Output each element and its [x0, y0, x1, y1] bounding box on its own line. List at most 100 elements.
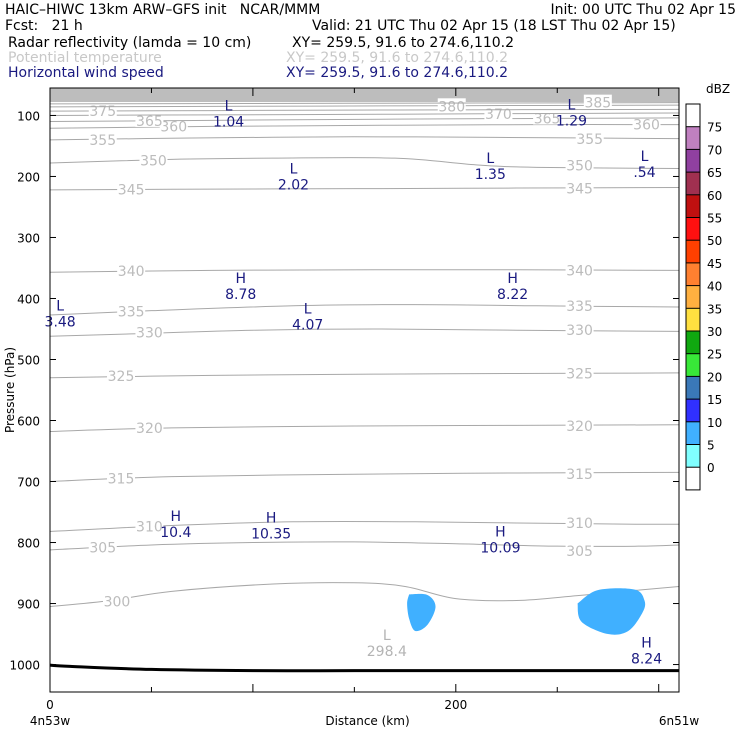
- colorbar-swatch: [686, 104, 700, 127]
- theta-label-bg: [565, 417, 594, 432]
- theta-contour-line: [50, 157, 679, 170]
- y-axis: 100 200 300 400 500 600 700 800 900 1000 Pressure …: [3, 109, 679, 673]
- extremum-value: 2.02: [278, 177, 309, 193]
- extrema-labels: L1.04L1.29L2.02L1.35L.54L3.48H8.78H8.22L…: [45, 97, 663, 667]
- theta-contour-label: 355: [89, 133, 116, 149]
- theta-contour-label: 305: [89, 540, 116, 556]
- low-marker: L: [486, 151, 494, 167]
- extremum-value: 1.35: [475, 167, 506, 183]
- colorbar-swatch: [686, 331, 700, 354]
- x-tick-label: 200: [444, 698, 467, 712]
- colorbar-swatch: [686, 467, 700, 490]
- extremum-value: 3.48: [45, 315, 76, 331]
- y-tick-label: 600: [17, 415, 40, 429]
- high-marker: H: [171, 509, 182, 525]
- theta-label-bg: [102, 593, 131, 608]
- extremum-value: 8.24: [631, 651, 662, 667]
- theta-contour-label: 305: [566, 544, 593, 560]
- theta-contour-label: 340: [118, 264, 145, 280]
- theta-contour-label: 355: [576, 132, 603, 148]
- colorbar-tick-label: 30: [707, 325, 722, 339]
- y-tick-label: 100: [17, 109, 40, 123]
- y-tick-label: 900: [17, 598, 40, 612]
- colorbar-swatch: [686, 149, 700, 173]
- theta-label-bg: [565, 262, 594, 277]
- field-label-wind: Horizontal wind speed: [8, 65, 164, 81]
- theta-contour-line: [50, 328, 679, 337]
- high-marker: H: [507, 271, 518, 287]
- theta-label-bg: [88, 131, 117, 146]
- theta-label-bg: [135, 518, 164, 533]
- colorbar-swatch: [686, 308, 700, 331]
- colorbar-tick-label: 40: [707, 280, 722, 294]
- colorbar-swatch: [686, 126, 700, 150]
- colorbar-frame: [685, 103, 701, 491]
- x-tick-label: 0: [46, 698, 54, 712]
- field-xy-wind: XY= 259.5, 91.6 to 274.6,110.2: [286, 65, 509, 81]
- theta-contour-label: 340: [566, 263, 593, 279]
- theta-label-bg: [565, 322, 594, 337]
- theta-contour-label: 315: [566, 467, 593, 483]
- colorbar-swatch: [686, 172, 700, 195]
- extremum-value: 8.78: [225, 287, 256, 303]
- colorbar-tick-label: 75: [707, 121, 722, 135]
- high-marker: H: [495, 524, 506, 540]
- colorbar-tick-label: 25: [707, 348, 722, 362]
- extremum-value: 10.09: [480, 540, 520, 556]
- colorbar: 0 5 10 15 20 25 30 35 40 45 50 55 60 65 70 75 dBZ: [685, 82, 730, 491]
- high-marker: H: [235, 271, 246, 287]
- theta-contour-label: 365: [136, 114, 163, 130]
- plot-frame: [49, 87, 680, 693]
- theta-label-bg: [565, 543, 594, 558]
- theta-label-bg: [583, 94, 612, 109]
- low-marker: L: [56, 299, 64, 315]
- theta-contours: 300 305 305 310 310 315 315 320 320 325 325 330 330 3…: [50, 94, 679, 611]
- theta-contour-label: 360: [160, 119, 187, 135]
- x-axis: 0 200 Distance (km) 4n53w 6n51w: [30, 88, 700, 728]
- extremum-value: 10.4: [160, 525, 191, 541]
- forecast-hour: Fcst: 21 h: [5, 18, 83, 34]
- theta-contour-label: 325: [566, 367, 593, 383]
- low-marker: L: [304, 302, 312, 318]
- init-time: Init: 00 UTC Thu 02 Apr 15: [550, 2, 736, 18]
- y-axis-label: Pressure (hPa): [3, 347, 17, 433]
- theta-contour-label: 350: [140, 154, 167, 170]
- extremum-value: 1.29: [556, 113, 587, 129]
- theta-contour-line: [50, 136, 679, 141]
- theta-contour-label: 320: [566, 419, 593, 435]
- theta-contour-line: [50, 112, 679, 116]
- extremum-value: 1.04: [213, 115, 244, 131]
- low-marker: L: [225, 99, 233, 115]
- extremum-value: 4.07: [292, 318, 323, 334]
- field-label-reflectivity: Radar reflectivity (lamda = 10 cm): [8, 35, 252, 51]
- y-tick-label: 500: [17, 353, 40, 367]
- colorbar-swatch: [686, 285, 700, 309]
- theta-contour-label: 330: [136, 326, 163, 342]
- theta-label-bg: [107, 367, 136, 382]
- theta-contour-label: 300: [104, 595, 131, 611]
- y-tick-label: 700: [17, 476, 40, 490]
- theta-contour-label: 310: [566, 516, 593, 532]
- theta-contour-label: 335: [118, 304, 145, 320]
- theta-contour-label: 320: [136, 421, 163, 437]
- colorbar-swatch: [686, 399, 700, 422]
- theta-label-bg: [159, 118, 188, 133]
- colorbar-swatch: [686, 376, 700, 400]
- theta-label-bg: [107, 470, 136, 485]
- y-tick-label: 800: [17, 537, 40, 551]
- theta-label-bg: [117, 263, 146, 278]
- theta-contour-label: 375: [89, 104, 116, 120]
- extremum-value: .54: [633, 165, 655, 181]
- x-endpoint-right: 6n51w: [659, 714, 700, 728]
- low-marker: L: [383, 628, 391, 644]
- colorbar-tick-label: 10: [707, 416, 722, 430]
- theta-label-bg: [88, 539, 117, 554]
- theta-label-bg: [565, 515, 594, 530]
- colorbar-swatch: [686, 240, 700, 263]
- theta-contour-label: 380: [438, 99, 465, 115]
- theta-label-bg: [575, 131, 604, 146]
- theta-contour-label: 325: [108, 369, 135, 385]
- theta-label-bg: [117, 303, 146, 318]
- theta-label-bg: [632, 116, 661, 131]
